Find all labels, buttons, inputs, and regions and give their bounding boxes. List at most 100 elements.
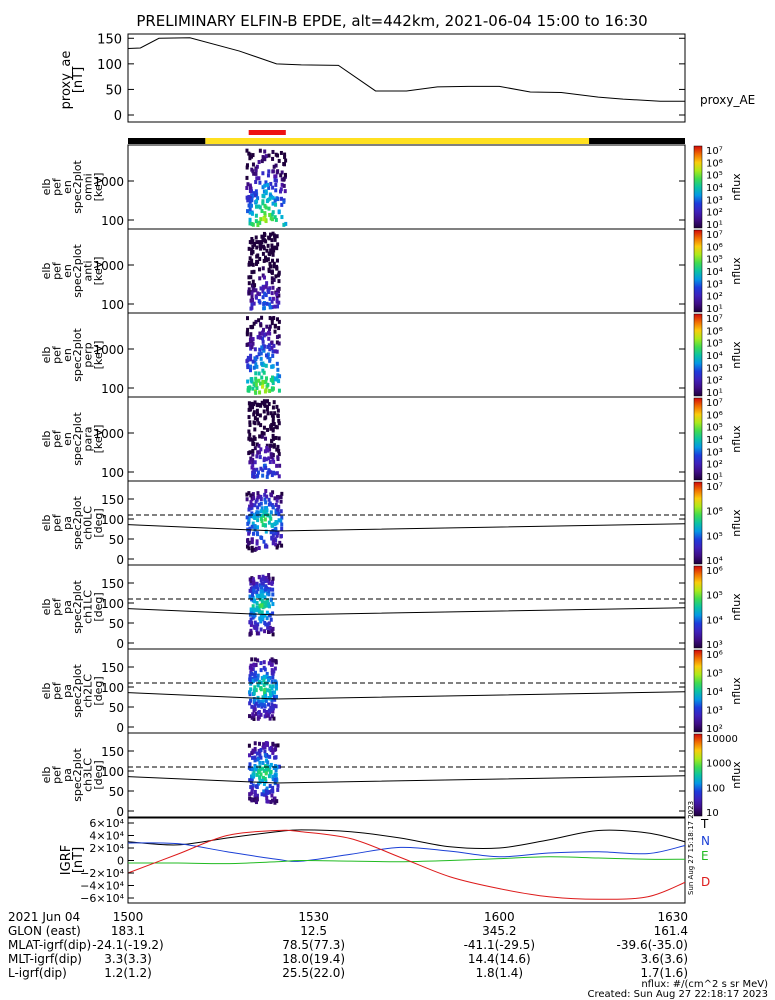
footer-cell: 1.8(1.4) [476, 966, 524, 980]
spectrogram-cell [258, 240, 262, 245]
spectrogram-cell [250, 258, 254, 263]
spectrogram-cell [271, 156, 275, 161]
spectrogram-cell [265, 713, 269, 718]
spectrogram-cell [276, 304, 280, 309]
spectrogram-cell [260, 610, 264, 615]
spectrogram-cell [247, 491, 251, 496]
spectrogram-cell [274, 188, 278, 193]
tick-label: 150 [101, 745, 124, 759]
spectrogram-cell [263, 517, 267, 522]
spectrogram-cell [260, 536, 264, 541]
spectrogram-cell [252, 435, 256, 440]
spectrogram-cell [258, 753, 262, 758]
spectrogram-cell [272, 277, 276, 282]
spectrogram-cell [254, 362, 258, 367]
spectrogram-cell [276, 408, 280, 413]
spectrogram-cell [270, 536, 274, 541]
spectrogram-cell [254, 213, 258, 218]
spectrogram-cell [252, 624, 256, 629]
spectrogram-cell [274, 520, 278, 525]
spectrogram-cell [265, 474, 269, 479]
spectrogram-cell [268, 688, 272, 693]
spectrogram-cell [270, 493, 274, 498]
tick-label: 50 [105, 83, 122, 98]
ylabel-line: pa [61, 684, 74, 698]
spectrogram-cell [272, 164, 276, 169]
loss-cone-line [127, 691, 686, 700]
colorbar-label: nflux [730, 761, 743, 789]
tick-label: 100 [101, 681, 124, 695]
spectrogram-cell [264, 779, 268, 784]
spectrogram-cell [267, 185, 271, 190]
spectrogram-cell [262, 258, 266, 263]
spectrogram-cell [259, 702, 263, 707]
spectrogram-cell [274, 743, 278, 748]
spectrogram-cell [267, 456, 271, 461]
colorbar-tick-label: 10² [706, 292, 723, 303]
spectrogram-cell [272, 261, 276, 266]
spectrogram-cell [273, 323, 277, 328]
spectrogram-cell [249, 456, 253, 461]
spectrogram-cell [268, 305, 272, 310]
spectrogram-cell [268, 684, 272, 689]
spectrogram-cell [255, 541, 259, 546]
spectrogram-cell [268, 286, 272, 291]
spectrogram-cell [273, 697, 277, 702]
spectrogram-cell [259, 466, 263, 471]
spectrogram-cell [282, 199, 286, 204]
spectrogram-cell [257, 546, 261, 551]
spectrogram-cell [252, 514, 256, 519]
spectrogram-cell [275, 471, 279, 476]
spectrogram-cell [273, 522, 277, 527]
spectrogram-cell [258, 335, 262, 340]
spectrogram-cell [261, 778, 265, 783]
spectrogram-cell [274, 163, 278, 168]
spectrogram-cell [248, 632, 252, 637]
spectrogram-cell [257, 770, 261, 775]
colorbar-tick-label: 10³ [706, 363, 723, 374]
spectrogram-cell [279, 495, 283, 500]
spectrogram-cell [270, 270, 274, 275]
spectrogram-cell [277, 436, 281, 441]
spectrogram-cell [267, 695, 271, 700]
spectrogram-cell [277, 418, 281, 423]
spectrogram-cell [248, 185, 252, 190]
spectrogram-cell [273, 215, 277, 220]
spectrogram-cell [266, 622, 270, 627]
spectrogram-cell [264, 771, 268, 776]
spectrogram-cell [279, 150, 283, 155]
ylabel-line: perp [82, 342, 95, 367]
spectrogram-cell [273, 764, 277, 769]
spectrogram-cell [254, 379, 258, 384]
spectrogram-cell [259, 494, 263, 499]
spectrogram-cell [264, 376, 268, 381]
spectrogram-cell [250, 236, 254, 241]
spectrogram-cell [252, 495, 256, 500]
spectrogram-cell [266, 799, 270, 804]
spectrogram-cell [253, 657, 257, 662]
ylabel-line: [keV] [92, 257, 105, 286]
spectrogram-cell [250, 524, 254, 529]
spectrogram-cell [263, 691, 267, 696]
spectrogram-cell [252, 610, 256, 615]
spectrogram-cell [280, 526, 284, 531]
spectrogram-cell [263, 745, 267, 750]
spectrogram-cell [253, 792, 257, 797]
spectrogram-cell [262, 189, 266, 194]
spectrogram-cell [254, 261, 258, 266]
spectrogram-cell [250, 588, 254, 593]
spectrogram-cell [264, 741, 268, 746]
spectrogram-cell [246, 379, 250, 384]
spectrogram-cell [255, 631, 259, 636]
spectrogram-cell [263, 523, 267, 528]
colorbar-tick-label: 10⁷ [706, 230, 723, 241]
spectrogram-cell [251, 262, 255, 267]
spectrogram-cell [263, 749, 267, 754]
spectrogram-cell [263, 233, 267, 238]
spectrogram-cell [268, 296, 272, 301]
spectrogram-cell [262, 431, 266, 436]
spectrogram-cell [252, 474, 256, 479]
spectrogram-cell [260, 792, 264, 797]
spectrogram-cell [256, 532, 260, 537]
spectrogram-cell [246, 521, 250, 526]
